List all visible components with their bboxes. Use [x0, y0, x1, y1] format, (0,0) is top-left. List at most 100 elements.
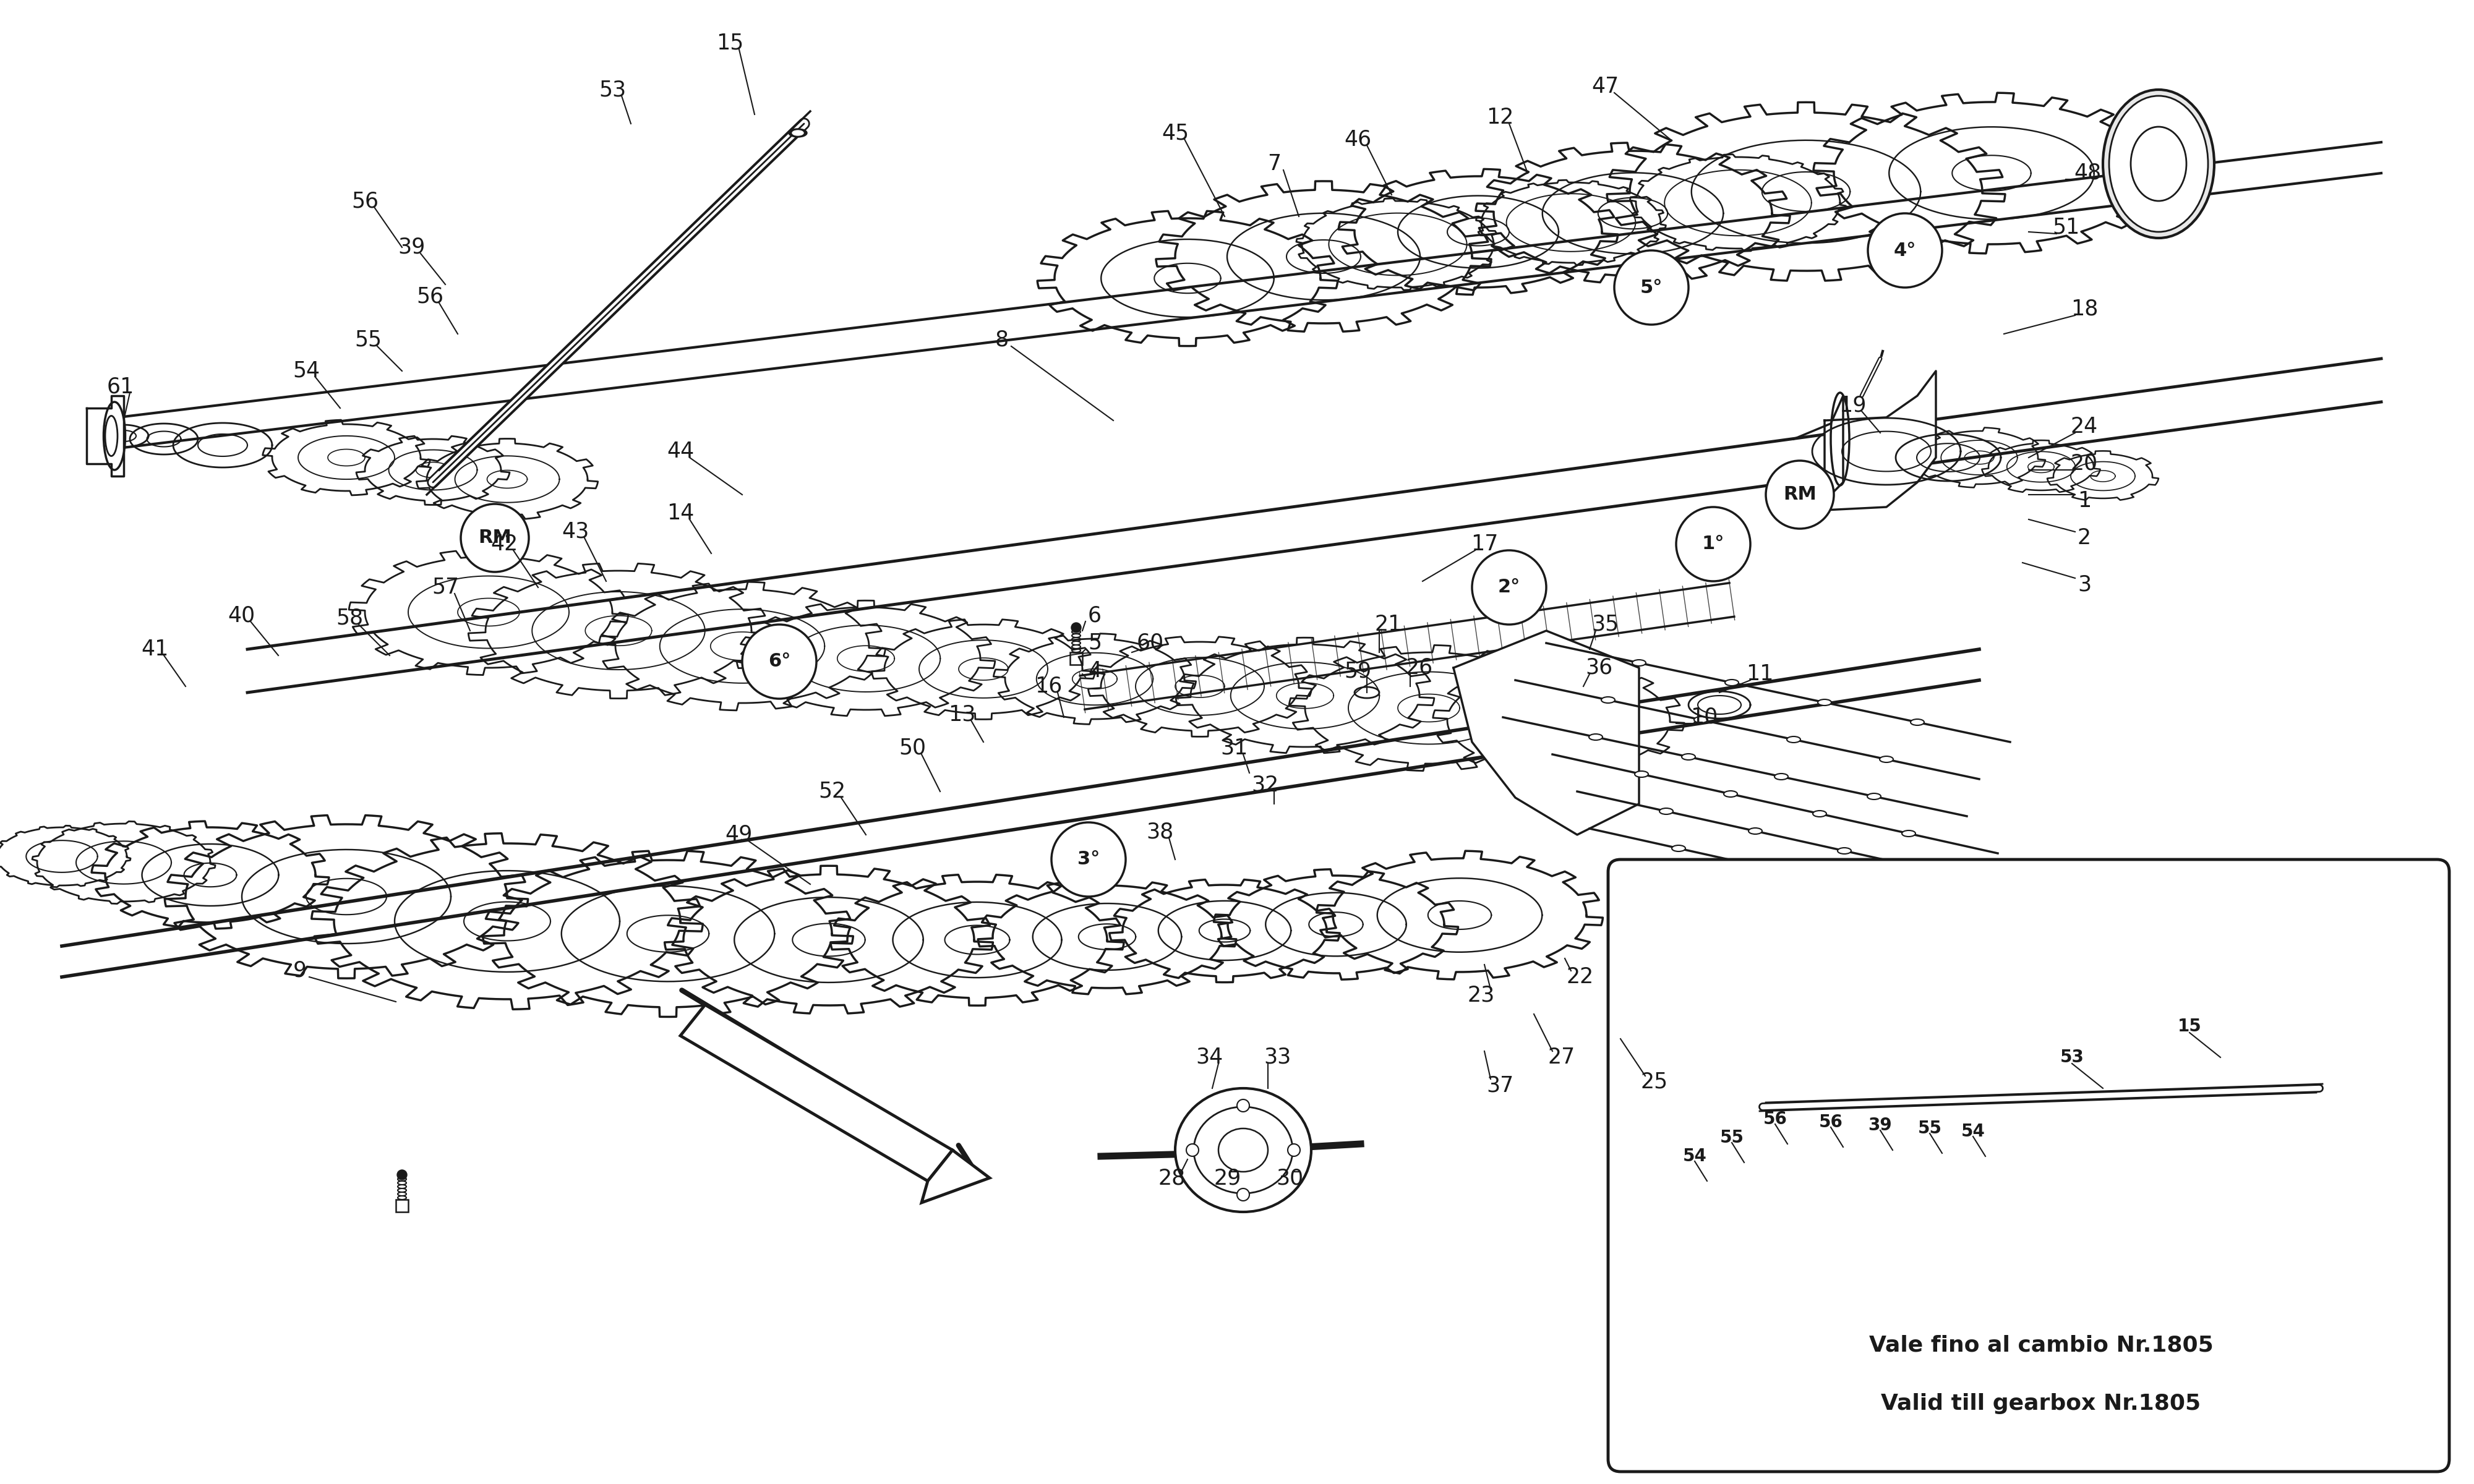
- Text: 1: 1: [2078, 490, 2091, 512]
- Circle shape: [1188, 1144, 1197, 1156]
- Circle shape: [742, 625, 816, 699]
- Text: 45: 45: [1160, 122, 1190, 144]
- Ellipse shape: [792, 131, 804, 135]
- Text: 52: 52: [819, 781, 846, 801]
- Text: RM: RM: [477, 528, 512, 548]
- Text: 9: 9: [292, 960, 307, 981]
- Circle shape: [1051, 822, 1126, 896]
- Circle shape: [1868, 214, 1942, 288]
- Polygon shape: [87, 396, 124, 476]
- Text: 54: 54: [1682, 1147, 1707, 1165]
- Text: 25: 25: [1640, 1071, 1667, 1092]
- Polygon shape: [680, 1005, 952, 1181]
- Text: 49: 49: [725, 824, 752, 846]
- Text: 27: 27: [1549, 1046, 1576, 1068]
- Text: 50: 50: [898, 738, 925, 758]
- Ellipse shape: [1851, 884, 1863, 890]
- Ellipse shape: [1682, 754, 1695, 760]
- Text: 17: 17: [1470, 534, 1499, 555]
- Ellipse shape: [2103, 89, 2214, 237]
- Text: Vale fino al cambio Nr.1805: Vale fino al cambio Nr.1805: [1868, 1334, 2214, 1355]
- Polygon shape: [920, 1150, 990, 1202]
- Ellipse shape: [1724, 791, 1737, 797]
- Text: 10: 10: [1690, 706, 1717, 727]
- Circle shape: [1677, 508, 1752, 582]
- Text: 35: 35: [1591, 614, 1618, 635]
- Polygon shape: [1826, 371, 1935, 510]
- Text: 47: 47: [1591, 76, 1618, 96]
- Text: 12: 12: [1487, 107, 1514, 128]
- Ellipse shape: [1695, 717, 1707, 723]
- Text: 5: 5: [1089, 632, 1101, 653]
- Circle shape: [1237, 1100, 1249, 1112]
- Text: 55: 55: [354, 329, 381, 350]
- Ellipse shape: [1927, 868, 1940, 874]
- Ellipse shape: [1749, 828, 1761, 834]
- Text: 34: 34: [1195, 1046, 1222, 1068]
- Text: 59: 59: [1343, 660, 1371, 681]
- Text: 38: 38: [1145, 821, 1173, 841]
- Text: 23: 23: [1467, 985, 1494, 1006]
- Text: 4°: 4°: [1893, 242, 1917, 260]
- Text: 51: 51: [2051, 217, 2081, 237]
- Ellipse shape: [2108, 96, 2209, 232]
- Text: 14: 14: [666, 503, 695, 524]
- Text: 36: 36: [1586, 657, 1613, 678]
- Ellipse shape: [1761, 865, 1774, 871]
- Ellipse shape: [1910, 720, 1925, 726]
- Circle shape: [1613, 251, 1687, 325]
- FancyBboxPatch shape: [1608, 859, 2449, 1472]
- Text: 37: 37: [1487, 1074, 1514, 1095]
- Ellipse shape: [1813, 810, 1826, 816]
- Circle shape: [1237, 1189, 1249, 1201]
- Ellipse shape: [789, 129, 807, 137]
- Text: 53: 53: [599, 79, 626, 99]
- Text: 55: 55: [1719, 1129, 1744, 1146]
- Ellipse shape: [1588, 735, 1603, 741]
- Text: 4: 4: [1089, 660, 1101, 681]
- Text: 1°: 1°: [1702, 536, 1724, 554]
- Text: 44: 44: [666, 441, 695, 462]
- Ellipse shape: [1774, 773, 1789, 779]
- Text: 2°: 2°: [1497, 579, 1522, 597]
- Text: 19: 19: [1838, 395, 1865, 416]
- Text: 39: 39: [1868, 1116, 1893, 1134]
- Text: 13: 13: [948, 703, 975, 724]
- Ellipse shape: [1175, 1088, 1311, 1212]
- Ellipse shape: [1838, 847, 1851, 853]
- Ellipse shape: [1818, 699, 1831, 705]
- Text: 39: 39: [398, 237, 426, 258]
- Ellipse shape: [1633, 660, 1645, 666]
- Ellipse shape: [1217, 1128, 1267, 1172]
- Ellipse shape: [1903, 831, 1915, 837]
- Text: 8: 8: [995, 329, 1009, 350]
- Circle shape: [1766, 460, 1833, 528]
- Text: 54: 54: [292, 361, 319, 381]
- Text: 24: 24: [2071, 416, 2098, 438]
- Text: 18: 18: [2071, 298, 2098, 319]
- Ellipse shape: [1635, 772, 1648, 778]
- Text: 21: 21: [1376, 614, 1403, 635]
- Ellipse shape: [1786, 736, 1801, 742]
- Bar: [1069, 653, 1084, 665]
- Text: 33: 33: [1264, 1046, 1291, 1068]
- Text: 56: 56: [1764, 1110, 1786, 1128]
- Ellipse shape: [1868, 794, 1880, 800]
- Text: 26: 26: [1405, 657, 1432, 678]
- Ellipse shape: [1601, 697, 1616, 703]
- Ellipse shape: [1940, 905, 1952, 911]
- Circle shape: [460, 505, 529, 571]
- Ellipse shape: [1724, 680, 1739, 686]
- Ellipse shape: [1672, 846, 1685, 852]
- Text: 22: 22: [1566, 966, 1593, 987]
- Circle shape: [1071, 623, 1081, 632]
- Text: 3: 3: [2078, 574, 2091, 595]
- Text: 40: 40: [228, 605, 255, 626]
- Text: 2: 2: [2078, 527, 2091, 549]
- Text: 43: 43: [562, 521, 589, 542]
- Text: 3°: 3°: [1076, 850, 1101, 868]
- Text: 54: 54: [1962, 1123, 1984, 1140]
- Text: 48: 48: [2073, 163, 2100, 184]
- Text: 56: 56: [351, 190, 379, 211]
- Ellipse shape: [1192, 1107, 1291, 1193]
